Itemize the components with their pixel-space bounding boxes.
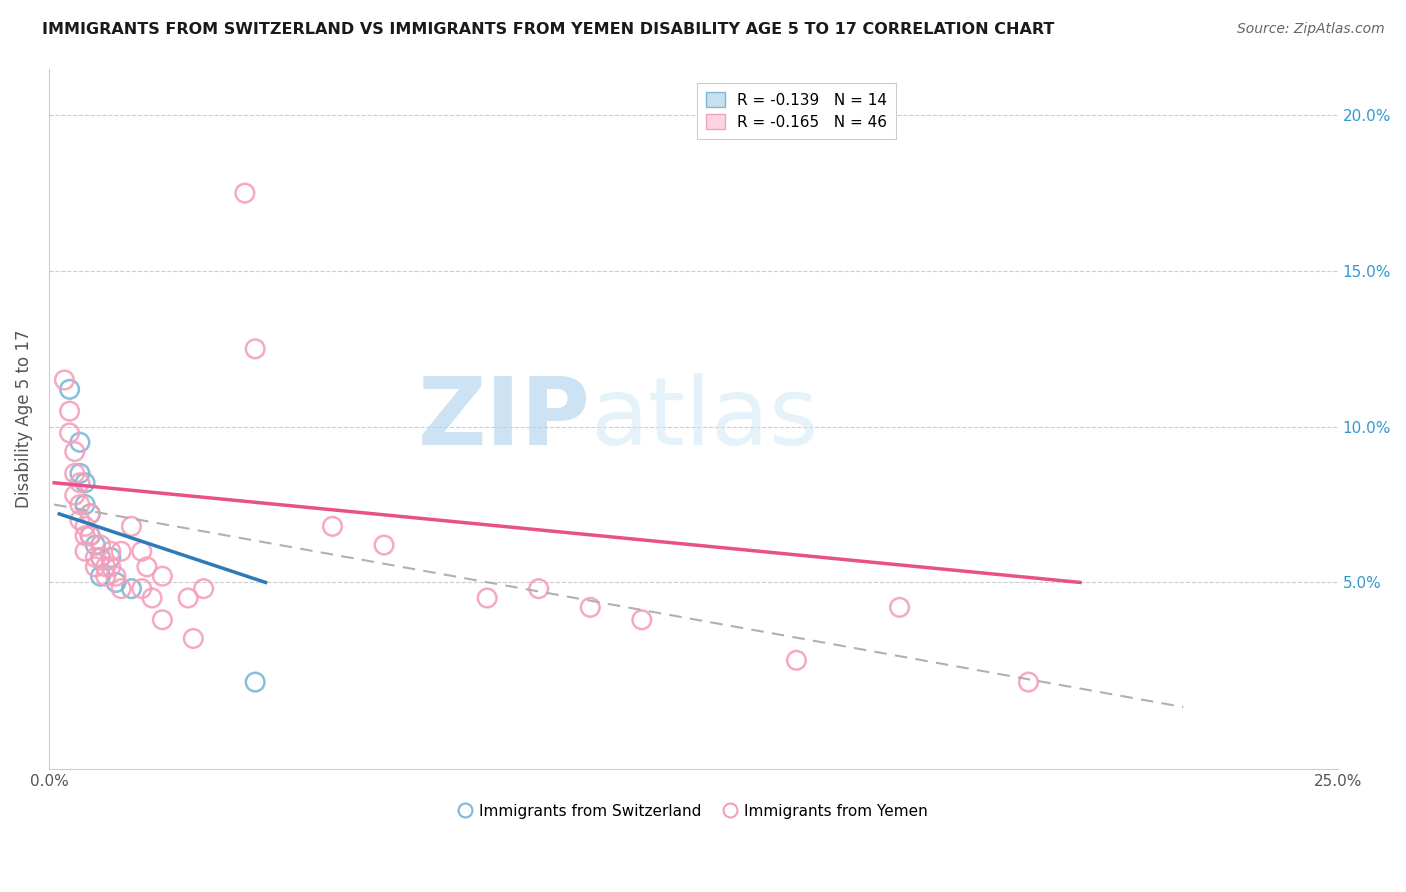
Point: [63, 444, 86, 458]
Point: [527, 582, 550, 596]
Point: [69, 435, 91, 450]
Point: [177, 591, 200, 605]
Text: IMMIGRANTS FROM SWITZERLAND VS IMMIGRANTS FROM YEMEN DISABILITY AGE 5 TO 17 CORR: IMMIGRANTS FROM SWITZERLAND VS IMMIGRANT…: [42, 22, 1054, 37]
Point: [135, 559, 157, 574]
Text: Source: ZipAtlas.com: Source: ZipAtlas.com: [1237, 22, 1385, 37]
Point: [785, 653, 807, 667]
Point: [58, 404, 80, 418]
Point: [243, 675, 266, 690]
Point: [131, 544, 153, 558]
Point: [63, 488, 86, 502]
Point: [63, 467, 86, 481]
Point: [104, 569, 127, 583]
Point: [150, 613, 173, 627]
Point: [73, 519, 96, 533]
Text: atlas: atlas: [591, 373, 818, 465]
Point: [73, 498, 96, 512]
Point: [889, 600, 911, 615]
Point: [94, 569, 117, 583]
Point: [84, 538, 107, 552]
Point: [84, 550, 107, 565]
Point: [79, 507, 101, 521]
Text: ZIP: ZIP: [418, 373, 591, 465]
Point: [58, 425, 80, 440]
Point: [89, 550, 111, 565]
Point: [100, 550, 122, 565]
Point: [321, 519, 343, 533]
Point: [89, 569, 111, 583]
Point: [475, 591, 498, 605]
Point: [79, 507, 101, 521]
Point: [89, 538, 111, 552]
Point: [120, 582, 142, 596]
Point: [181, 632, 204, 646]
Point: [73, 544, 96, 558]
Point: [131, 582, 153, 596]
Point: [579, 600, 602, 615]
Point: [141, 591, 163, 605]
Point: [69, 498, 91, 512]
Point: [79, 529, 101, 543]
Point: [193, 582, 215, 596]
Point: [120, 519, 142, 533]
Legend: Immigrants from Switzerland, Immigrants from Yemen: Immigrants from Switzerland, Immigrants …: [453, 797, 934, 825]
Point: [233, 186, 256, 200]
Point: [94, 559, 117, 574]
Point: [69, 467, 91, 481]
Point: [1017, 675, 1039, 690]
Point: [89, 550, 111, 565]
Point: [373, 538, 395, 552]
Point: [110, 582, 132, 596]
Point: [69, 475, 91, 490]
Point: [100, 559, 122, 574]
Point: [104, 575, 127, 590]
Point: [73, 475, 96, 490]
Point: [69, 513, 91, 527]
Point: [53, 373, 76, 387]
Point: [58, 382, 80, 396]
Point: [150, 569, 173, 583]
Point: [100, 544, 122, 558]
Y-axis label: Disability Age 5 to 17: Disability Age 5 to 17: [15, 330, 32, 508]
Point: [84, 559, 107, 574]
Point: [110, 544, 132, 558]
Point: [243, 342, 266, 356]
Point: [73, 529, 96, 543]
Point: [630, 613, 652, 627]
Point: [79, 529, 101, 543]
